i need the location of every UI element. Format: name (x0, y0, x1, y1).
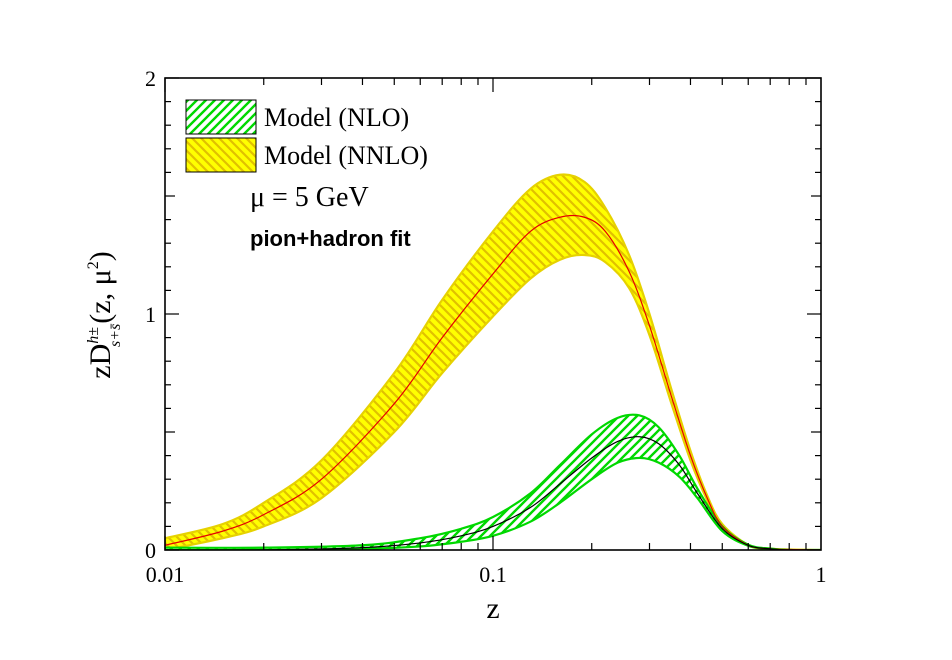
y-tick-label: 2 (145, 66, 156, 91)
legend-label-nlo: Model (NLO) (264, 103, 409, 132)
x-axis-title: z (486, 592, 499, 625)
y-axis-title-args-sup: 2 (85, 261, 102, 269)
annotation-fit: pion+hadron fit (250, 226, 411, 251)
y-axis-title-args-end: ) (84, 251, 117, 261)
y-axis-title-base: zD (84, 344, 117, 379)
y-axis-title-subscript: s+s̄ (107, 324, 124, 347)
y-axis-title-args: (z, μ (84, 269, 117, 323)
y-tick-label: 1 (145, 302, 156, 327)
svg-text:zDh±s+s̄(z, μ2): zDh± s+s̄(z, μ2) (84, 251, 124, 378)
legend-swatch-nnlo (185, 137, 257, 173)
y-axis-title: zDh± s+s̄(z, μ2) (84, 251, 124, 378)
line-model-nnlo (165, 214, 821, 550)
legend-swatch-nlo (185, 99, 257, 135)
legend-label-nnlo: Model (NNLO) (264, 141, 428, 170)
annotation-scale: μ = 5 GeV (250, 182, 369, 213)
legend: Model (NLO) Model (NNLO) (185, 99, 428, 173)
axis-tick-labels: 0.01 0.1 1 0 1 2 (145, 66, 827, 587)
x-tick-label: 0.01 (146, 562, 185, 587)
band-model-nlo (165, 413, 821, 550)
y-axis-title-superscript: h± (85, 327, 102, 344)
x-tick-label: 0.1 (479, 562, 507, 587)
y-tick-label: 0 (145, 538, 156, 563)
axis-ticks (164, 77, 821, 551)
x-tick-label: 1 (816, 562, 827, 587)
